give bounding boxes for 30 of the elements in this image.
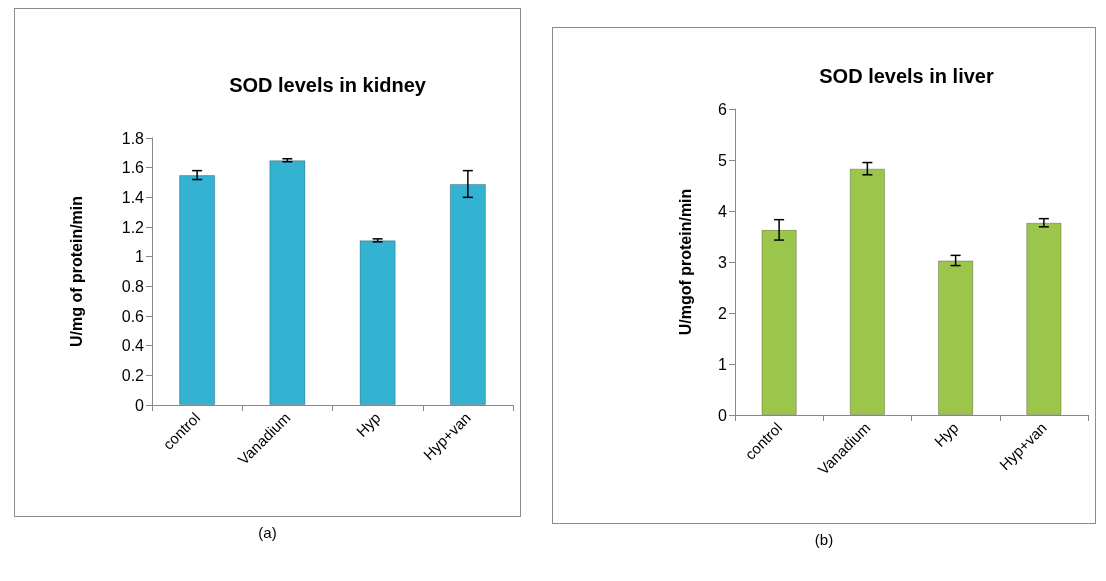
y-tick-label: 0.2 [121,366,145,384]
y-tick-label: 5 [718,151,728,169]
y-tick-label: 6 [718,100,728,118]
y-tick-label: 1.8 [121,129,145,147]
bar [179,175,216,405]
y-tick-label: 4 [718,202,728,220]
text: (b) [814,531,834,548]
y-tick-label: 0.6 [121,307,145,325]
bar [937,260,974,415]
text: (a) [258,524,277,541]
bar [1026,222,1062,415]
y-axis-title: U/mgof protein/min [676,188,694,336]
y-axis-title: U/mg of protein/min [67,195,85,348]
y-tick-label: 1.2 [121,218,145,236]
y-tick-label: 0 [135,396,145,414]
y-tick-label: 1 [135,248,145,266]
y-tick-label: 0 [718,406,728,424]
bar [359,240,396,405]
y-tick-label: 1 [718,355,728,373]
x-tick-label: Hyp [930,418,962,450]
bar [269,160,306,405]
chart-title: SOD levels in liver [819,65,994,87]
y-tick-label: 1.4 [121,188,145,206]
y-tick-label: 0.8 [121,277,145,295]
chart-title: SOD levels in kidney [229,74,427,96]
y-tick-label: 1.6 [121,159,145,177]
y-tick-label: 3 [718,253,728,271]
y-tick-label: 2 [718,304,728,322]
x-tick-label: Hyp [352,408,384,440]
y-tick-label: 0.4 [121,337,145,355]
